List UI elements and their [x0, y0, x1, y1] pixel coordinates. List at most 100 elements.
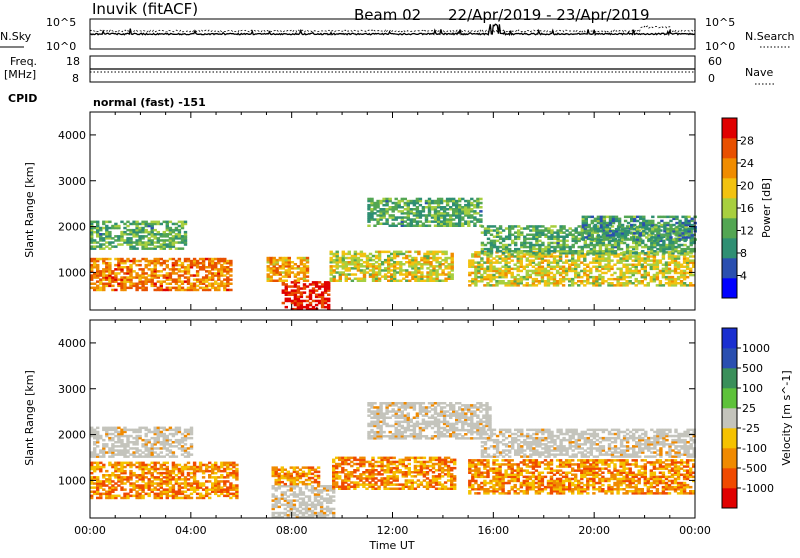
heatmap-cell — [181, 262, 184, 265]
colorbar-tick-label: 12 — [740, 225, 754, 238]
heatmap-cell — [399, 261, 402, 264]
heatmap-cell — [659, 280, 662, 283]
heatmap-cell — [624, 230, 627, 233]
heatmap-cell — [520, 250, 523, 253]
heatmap-cell — [580, 280, 583, 283]
heatmap-cell — [172, 451, 175, 454]
heatmap-cell — [123, 272, 126, 275]
heatmap-cell — [175, 247, 178, 250]
heatmap-cell — [154, 462, 157, 465]
heatmap-cell — [202, 495, 205, 498]
heatmap-cell — [431, 206, 434, 209]
heatmap-cell — [166, 435, 169, 438]
heatmap-cell — [651, 236, 654, 239]
heatmap-cell — [532, 225, 535, 228]
heatmap-cell — [275, 466, 278, 469]
heatmap-cell — [151, 480, 154, 483]
heatmap-cell — [151, 260, 154, 263]
heatmap-cell — [111, 480, 114, 483]
heatmap-cell — [184, 435, 187, 438]
heatmap-cell — [93, 447, 96, 450]
heatmap-cell — [99, 466, 102, 469]
heatmap-cell — [477, 251, 480, 254]
heatmap-cell — [444, 273, 447, 276]
heatmap-cell — [523, 284, 526, 287]
heatmap-cell — [324, 306, 327, 309]
heatmap-cell — [671, 276, 674, 279]
heatmap-cell — [365, 488, 368, 491]
heatmap-cell — [635, 264, 638, 267]
heatmap-cell — [404, 202, 407, 205]
heatmap-cell — [476, 212, 479, 215]
heatmap-cell — [423, 253, 426, 256]
heatmap-cell — [223, 266, 226, 269]
heatmap-cell — [123, 260, 126, 263]
heatmap-cell — [641, 246, 644, 249]
heatmap-cell — [399, 251, 402, 254]
heatmap-cell — [431, 220, 434, 223]
heatmap-cell — [375, 255, 378, 257]
heatmap-cell — [410, 218, 413, 221]
heatmap-cell — [90, 287, 93, 290]
colorbar-tick-label: 28 — [740, 135, 754, 148]
heatmap-cell — [151, 488, 154, 491]
heatmap-cell — [135, 491, 138, 494]
heatmap-cell — [429, 269, 432, 272]
heatmap-cell — [166, 264, 169, 267]
heatmap-cell — [344, 469, 347, 472]
heatmap-cell — [281, 512, 284, 515]
heatmap-cell — [311, 481, 314, 484]
heatmap-cell — [175, 474, 178, 477]
heatmap-cell — [604, 257, 607, 260]
heatmap-cell — [431, 214, 434, 217]
heatmap-cell — [120, 449, 123, 452]
heatmap-cell — [619, 282, 622, 285]
heatmap-cell — [452, 223, 455, 226]
heatmap-cell — [408, 259, 411, 262]
power-colorbar-bands — [722, 118, 737, 298]
heatmap-cell — [586, 264, 589, 267]
heatmap-cell — [638, 270, 641, 273]
heatmap-cell — [354, 278, 357, 281]
heatmap-cell — [305, 483, 308, 486]
heatmap-cell — [402, 273, 405, 276]
heatmap-cell — [639, 222, 642, 225]
heatmap-cell — [366, 271, 369, 274]
heatmap-cell — [624, 216, 627, 219]
heatmap-cell — [302, 512, 305, 515]
heatmap-cell — [468, 284, 471, 287]
heatmap-cell — [169, 287, 172, 290]
heatmap-cell — [630, 216, 633, 219]
heatmap-cell — [129, 260, 132, 263]
heatmap-cell — [102, 488, 105, 491]
heatmap-cell — [148, 478, 151, 481]
heatmap-cell — [214, 287, 217, 290]
heatmap-cell — [479, 206, 482, 209]
heatmap-cell — [302, 481, 305, 484]
heatmap-cell — [202, 464, 205, 467]
heatmap-cell — [287, 489, 290, 492]
heatmap-cell — [592, 257, 595, 260]
heatmap-cell — [647, 246, 650, 249]
heatmap-cell — [232, 493, 235, 496]
heatmap-cell — [369, 253, 372, 256]
heatmap-cell — [154, 258, 157, 261]
heatmap-cell — [464, 204, 467, 207]
heatmap-cell — [541, 248, 544, 251]
heatmap-cell — [381, 275, 384, 278]
heatmap-cell — [651, 216, 654, 219]
heatmap-cell — [108, 247, 111, 250]
heatmap-cell — [114, 453, 117, 456]
heatmap-cell — [448, 257, 451, 260]
heatmap-cell — [505, 236, 508, 239]
heatmap-cell — [675, 226, 678, 229]
heatmap-cell — [490, 240, 493, 243]
heatmap-cell — [311, 502, 314, 505]
heatmap-cell — [135, 221, 138, 224]
heatmap-cell — [299, 473, 302, 476]
heatmap-cell — [329, 485, 332, 488]
heatmap-cell — [141, 221, 144, 224]
heatmap-cell — [523, 276, 526, 279]
heatmap-cell — [135, 264, 138, 267]
heatmap-cell — [348, 261, 351, 264]
